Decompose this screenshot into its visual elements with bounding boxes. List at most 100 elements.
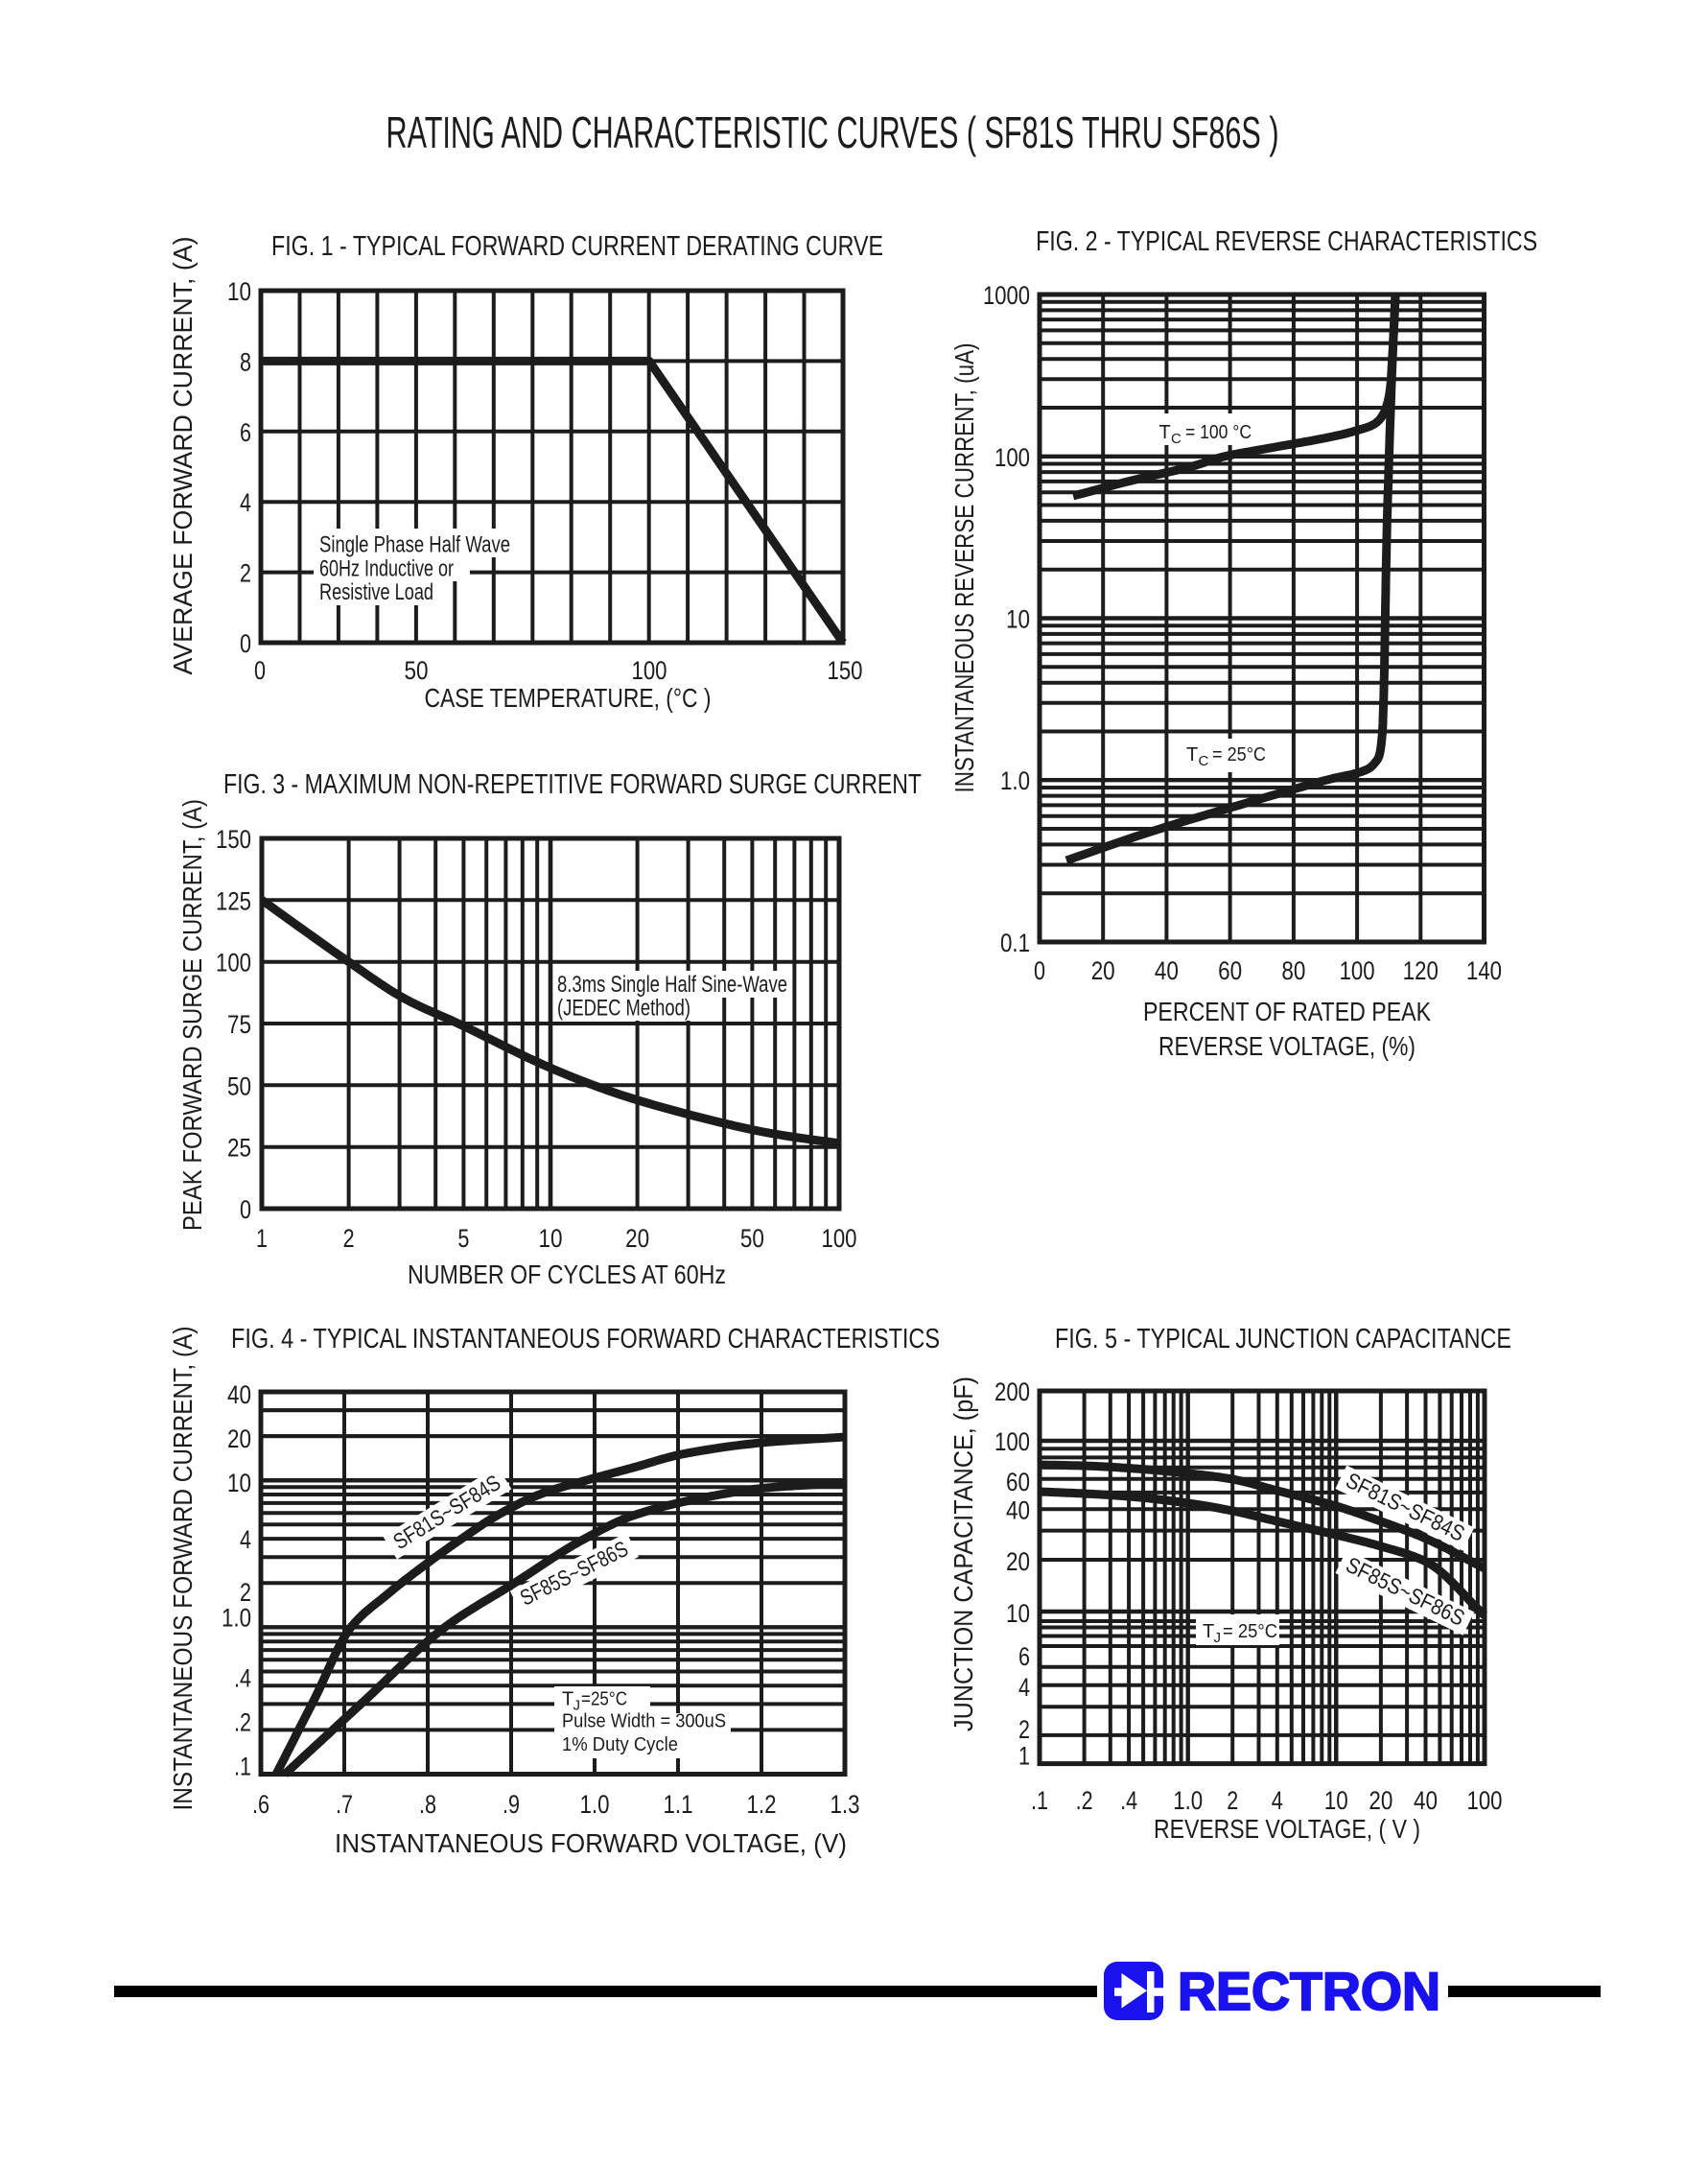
svg-text:.4: .4 <box>234 1663 251 1692</box>
svg-text:C: C <box>1171 431 1182 447</box>
svg-text:J: J <box>1214 1630 1222 1646</box>
svg-text:FIG. 4 - TYPICAL INSTANTANEOUS: FIG. 4 - TYPICAL INSTANTANEOUS FORWARD C… <box>231 1324 940 1354</box>
svg-text:150: 150 <box>828 656 863 685</box>
svg-text:10: 10 <box>1006 605 1030 634</box>
svg-text:1.0: 1.0 <box>1000 766 1030 795</box>
svg-text:1: 1 <box>1018 1742 1030 1771</box>
svg-text:100: 100 <box>216 949 251 977</box>
svg-text:1.3: 1.3 <box>831 1790 860 1819</box>
svg-text:75: 75 <box>227 1010 251 1039</box>
svg-text:1.1: 1.1 <box>664 1790 693 1819</box>
svg-text:INSTANTANEOUS FORWARD VOLTAGE,: INSTANTANEOUS FORWARD VOLTAGE, (V) <box>335 1828 847 1858</box>
svg-text:=25°C: =25°C <box>581 1689 627 1710</box>
svg-text:100: 100 <box>1340 956 1375 985</box>
svg-text:CASE TEMPERATURE, (°C ): CASE TEMPERATURE, (°C ) <box>425 683 712 713</box>
svg-text:.8: .8 <box>419 1790 436 1819</box>
svg-text:4: 4 <box>240 1525 251 1554</box>
svg-text:10: 10 <box>539 1224 563 1253</box>
svg-text:0: 0 <box>240 1195 251 1224</box>
svg-text:2: 2 <box>1018 1715 1030 1744</box>
svg-text:.2: .2 <box>1076 1786 1093 1815</box>
svg-text:.9: .9 <box>503 1790 520 1819</box>
svg-text:40: 40 <box>1155 956 1179 985</box>
svg-text:1.0: 1.0 <box>1173 1786 1203 1815</box>
svg-text:J: J <box>573 1698 581 1714</box>
svg-text:RECTRON: RECTRON <box>1178 1961 1440 2021</box>
svg-text:20: 20 <box>227 1424 251 1453</box>
svg-text:C: C <box>1199 753 1209 769</box>
svg-text:.6: .6 <box>252 1790 269 1819</box>
svg-text:125: 125 <box>216 886 251 915</box>
svg-text:1% Duty Cycle: 1% Duty Cycle <box>562 1734 678 1755</box>
svg-text:4: 4 <box>1018 1673 1030 1702</box>
svg-text:100: 100 <box>994 1427 1030 1456</box>
svg-text:2: 2 <box>1227 1786 1238 1815</box>
svg-text:= 25°C: = 25°C <box>1212 744 1266 765</box>
svg-text:40: 40 <box>1414 1786 1438 1815</box>
svg-text:.2: .2 <box>234 1707 251 1736</box>
svg-text:8: 8 <box>240 347 251 376</box>
svg-text:PEAK FORWARD SURGE CURRENT, (A: PEAK FORWARD SURGE CURRENT, (A) <box>177 799 207 1231</box>
svg-text:100: 100 <box>994 443 1030 472</box>
svg-text:100: 100 <box>822 1224 857 1253</box>
svg-text:1: 1 <box>256 1224 268 1253</box>
svg-text:Resistive Load: Resistive Load <box>319 579 433 605</box>
svg-text:2: 2 <box>240 1578 251 1607</box>
svg-text:60Hz Inductive or: 60Hz Inductive or <box>319 556 454 582</box>
svg-text:REVERSE VOLTAGE, (%): REVERSE VOLTAGE, (%) <box>1158 1031 1416 1061</box>
svg-text:20: 20 <box>625 1224 649 1253</box>
svg-text:10: 10 <box>1324 1786 1348 1815</box>
svg-text:100: 100 <box>632 656 667 685</box>
svg-text:T: T <box>1203 1621 1214 1642</box>
svg-text:FIG. 1 - TYPICAL FORWARD CURRE: FIG. 1 - TYPICAL FORWARD CURRENT DERATIN… <box>271 231 883 262</box>
svg-text:Single Phase Half Wave: Single Phase Half Wave <box>319 532 510 558</box>
svg-text:20: 20 <box>1091 956 1115 985</box>
svg-text:0: 0 <box>240 629 251 658</box>
svg-text:T: T <box>1186 744 1198 765</box>
svg-text:T: T <box>562 1689 573 1710</box>
svg-text:40: 40 <box>1006 1495 1030 1524</box>
svg-text:6: 6 <box>240 418 251 447</box>
svg-text:25: 25 <box>227 1134 251 1163</box>
svg-text:40: 40 <box>227 1380 251 1409</box>
svg-text:140: 140 <box>1466 956 1502 985</box>
svg-text:PERCENT OF RATED PEAK: PERCENT OF RATED PEAK <box>1143 997 1431 1026</box>
svg-text:FIG. 3 - MAXIMUM NON-REPETITIV: FIG. 3 - MAXIMUM NON-REPETITIVE FORWARD … <box>223 769 922 800</box>
svg-text:60: 60 <box>1218 956 1242 985</box>
svg-text:.4: .4 <box>1120 1786 1137 1815</box>
svg-text:INSTANTANEOUS FORWARD CURRENT,: INSTANTANEOUS FORWARD CURRENT, (A) <box>168 1327 198 1811</box>
svg-text:10: 10 <box>227 277 251 306</box>
svg-text:50: 50 <box>405 656 429 685</box>
svg-text:0: 0 <box>254 656 266 685</box>
svg-text:20: 20 <box>1369 1786 1392 1815</box>
svg-text:= 25°C: = 25°C <box>1223 1621 1277 1642</box>
svg-text:FIG. 2 - TYPICAL REVERSE CHARA: FIG. 2 - TYPICAL REVERSE CHARACTERISTICS <box>1036 226 1537 257</box>
svg-text:80: 80 <box>1281 956 1305 985</box>
svg-text:REVERSE VOLTAGE, ( V ): REVERSE VOLTAGE, ( V ) <box>1154 1814 1420 1844</box>
svg-text:8.3ms Single Half Sine-Wave: 8.3ms Single Half Sine-Wave <box>557 972 787 998</box>
svg-text:0.1: 0.1 <box>1000 929 1030 957</box>
svg-text:10: 10 <box>227 1469 251 1497</box>
svg-text:2: 2 <box>343 1224 355 1253</box>
svg-text:2: 2 <box>240 559 251 588</box>
svg-text:150: 150 <box>216 825 251 854</box>
svg-text:0: 0 <box>1034 956 1045 985</box>
svg-text:.1: .1 <box>1031 1786 1048 1815</box>
svg-text:1.2: 1.2 <box>747 1790 777 1819</box>
svg-text:= 100 °C: = 100 °C <box>1185 422 1252 443</box>
svg-text:1000: 1000 <box>983 281 1030 310</box>
svg-text:.1: .1 <box>234 1753 251 1781</box>
svg-text:50: 50 <box>740 1224 764 1253</box>
svg-text:Pulse Width = 300uS: Pulse Width = 300uS <box>562 1711 726 1732</box>
svg-text:FIG. 5 - TYPICAL JUNCTION CAPA: FIG. 5 - TYPICAL JUNCTION CAPACITANCE <box>1055 1324 1511 1354</box>
svg-text:AVERAGE FORWARD CURRENT, (A): AVERAGE FORWARD CURRENT, (A) <box>168 237 198 675</box>
svg-text:RATING AND CHARACTERISTIC CURV: RATING AND CHARACTERISTIC CURVES ( SF81S… <box>386 107 1279 157</box>
svg-text:T: T <box>1159 422 1171 443</box>
svg-text:50: 50 <box>227 1071 251 1100</box>
svg-text:1.0: 1.0 <box>580 1790 610 1819</box>
svg-text:.7: .7 <box>336 1790 353 1819</box>
svg-text:10: 10 <box>1006 1599 1030 1628</box>
svg-text:20: 20 <box>1006 1547 1030 1576</box>
svg-text:60: 60 <box>1006 1468 1030 1496</box>
svg-text:NUMBER OF CYCLES AT 60Hz: NUMBER OF CYCLES AT 60Hz <box>408 1260 726 1289</box>
